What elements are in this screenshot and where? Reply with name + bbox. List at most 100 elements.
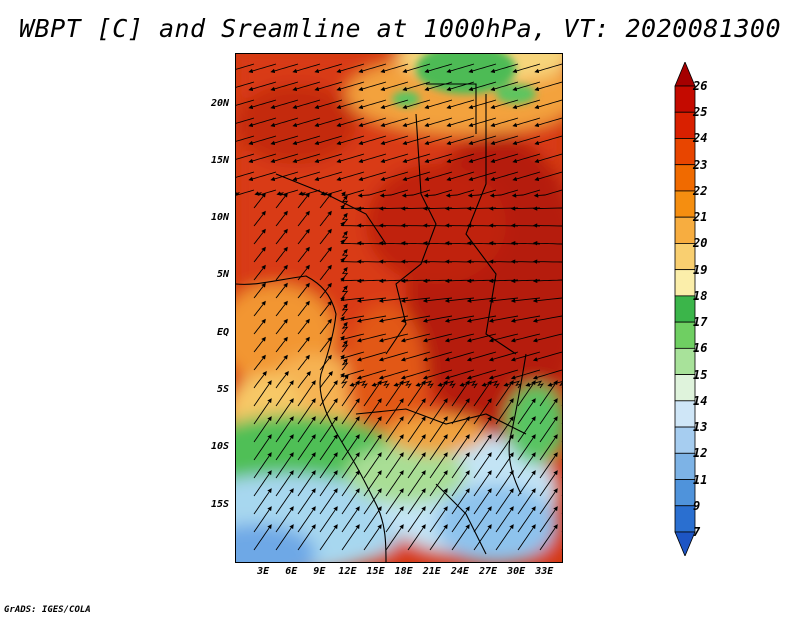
- streamline: [445, 189, 475, 198]
- streamline: [319, 416, 338, 443]
- streamline: [402, 99, 431, 110]
- streamline: [468, 171, 497, 182]
- streamline: [385, 380, 404, 407]
- streamline: [473, 488, 492, 515]
- streamline: [446, 81, 475, 92]
- streamline: [534, 153, 562, 164]
- streamline: [517, 398, 536, 425]
- streamline: [297, 398, 316, 425]
- streamline: [512, 153, 541, 164]
- streamline: [407, 416, 426, 443]
- streamline: [363, 434, 382, 461]
- streamline: [356, 315, 387, 323]
- streamline: [236, 135, 255, 142]
- streamline: [512, 99, 541, 110]
- streamline: [341, 321, 349, 335]
- streamline: [341, 340, 349, 353]
- streamline: [253, 470, 272, 497]
- streamline: [488, 351, 519, 362]
- streamline: [275, 524, 294, 551]
- streamline: [275, 452, 294, 479]
- lat-tick-label: 20N: [210, 97, 229, 109]
- streamline: [253, 354, 266, 371]
- streamline: [292, 171, 321, 182]
- streamline: [532, 297, 562, 303]
- streamline: [356, 351, 387, 362]
- streamline: [341, 524, 360, 551]
- streamline: [270, 81, 299, 92]
- streamline: [336, 81, 365, 92]
- streamline: [401, 189, 431, 198]
- streamline: [275, 434, 294, 461]
- streamline: [275, 354, 288, 371]
- streamline: [356, 369, 387, 380]
- streamline: [407, 380, 426, 407]
- colorbar-segment: [674, 269, 696, 297]
- streamline: [270, 171, 299, 182]
- streamline: [275, 210, 288, 227]
- streamline: [319, 524, 338, 551]
- streamline: [385, 506, 404, 533]
- streamline: [253, 380, 272, 407]
- streamline: [517, 452, 536, 479]
- streamline: [532, 369, 562, 380]
- streamline: [319, 434, 338, 461]
- streamline: [402, 171, 431, 182]
- streamline: [319, 300, 332, 317]
- streamline: [510, 315, 541, 323]
- lon-tick-label: 30E: [507, 566, 526, 577]
- streamline: [422, 315, 453, 323]
- streamline: [495, 416, 514, 443]
- streamline: [407, 452, 426, 479]
- streamline: [534, 171, 562, 182]
- streamline: [314, 135, 343, 146]
- streamline: [292, 153, 321, 164]
- colorbar-segment: [674, 479, 696, 507]
- streamline: [466, 351, 497, 362]
- colorbar-tick-label: 17: [693, 315, 708, 330]
- streamline: [473, 380, 492, 407]
- colorbar-segment: [674, 216, 696, 244]
- streamline: [336, 63, 365, 74]
- map-plot-area: [235, 53, 563, 563]
- streamline: [495, 488, 514, 515]
- streamline: [539, 416, 558, 443]
- streamline: [248, 171, 277, 182]
- lat-tick-label: 15N: [210, 154, 229, 166]
- streamline: [402, 117, 431, 128]
- streamline: [424, 171, 453, 182]
- lon-tick-label: 15E: [366, 566, 385, 577]
- streamline: [446, 117, 475, 128]
- streamline: [356, 333, 387, 343]
- streamline: [363, 452, 382, 479]
- streamline: [236, 171, 255, 178]
- streamline: [473, 398, 492, 425]
- streamline: [488, 369, 519, 380]
- streamline: [248, 63, 277, 74]
- streamline: [336, 99, 365, 110]
- colorbar-segment: [674, 505, 696, 533]
- streamline: [270, 117, 299, 128]
- streamline: [236, 189, 255, 196]
- streamline: [340, 315, 365, 322]
- streamline: [319, 210, 332, 227]
- streamline: [270, 135, 299, 146]
- streamline: [341, 285, 349, 299]
- streamline: [533, 189, 562, 198]
- streamline: [407, 488, 426, 515]
- colorbar-segment: [674, 164, 696, 192]
- streamline: [451, 398, 470, 425]
- streamline: [275, 416, 294, 443]
- colorbar-tick-label: 9: [693, 498, 701, 513]
- streamline: [385, 470, 404, 497]
- streamline: [253, 524, 272, 551]
- streamline: [341, 189, 365, 197]
- streamline: [314, 117, 343, 128]
- streamline: [341, 380, 360, 407]
- colorbar-tick-label: 19: [693, 262, 708, 277]
- streamline: [385, 452, 404, 479]
- streamline: [236, 63, 255, 70]
- streamline: [341, 506, 360, 533]
- streamline: [424, 153, 453, 164]
- streamline: [297, 524, 316, 551]
